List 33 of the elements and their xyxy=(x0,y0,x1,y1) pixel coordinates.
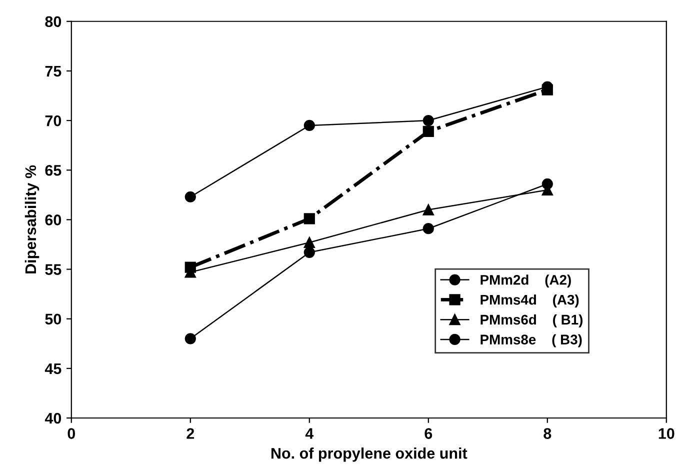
y-tick-label: 65 xyxy=(45,164,62,176)
point xyxy=(304,236,315,248)
point xyxy=(184,191,196,202)
legend-label: PMms6d ( B1) xyxy=(480,314,583,328)
point xyxy=(422,223,434,234)
legend-label: PMms4d (A3) xyxy=(480,294,579,308)
point xyxy=(422,126,434,137)
point xyxy=(304,246,315,258)
x-tick-label: 6 xyxy=(424,428,432,439)
y-axis-title: Dipersability % xyxy=(24,165,40,274)
x-tick-label: 0 xyxy=(68,428,76,439)
legend-label: PMms8e ( B3) xyxy=(480,334,582,348)
x-tick-label: 2 xyxy=(186,428,194,439)
y-tick-label: 75 xyxy=(45,66,62,77)
y-tick-label: 80 xyxy=(45,16,62,28)
point xyxy=(184,333,196,344)
point xyxy=(422,114,434,126)
x-tick-label: 4 xyxy=(305,428,314,439)
x-tick-label: 8 xyxy=(544,428,552,439)
y-tick-label: 45 xyxy=(44,363,62,374)
point xyxy=(304,120,315,132)
y-tick-label: 55 xyxy=(45,264,62,275)
point xyxy=(304,213,315,224)
point xyxy=(184,262,196,273)
point xyxy=(422,204,434,216)
x-axis-title: No. of propylene oxide unit xyxy=(271,448,468,462)
y-tick-label: 70 xyxy=(45,115,62,126)
legend-label: PMm2d (A2) xyxy=(480,274,571,288)
y-tick-label: 40 xyxy=(44,412,62,424)
y-tick-label: 50 xyxy=(45,314,62,325)
x-tick-label: 10 xyxy=(658,428,674,439)
y-tick-label: 60 xyxy=(45,214,62,226)
point xyxy=(542,84,553,96)
